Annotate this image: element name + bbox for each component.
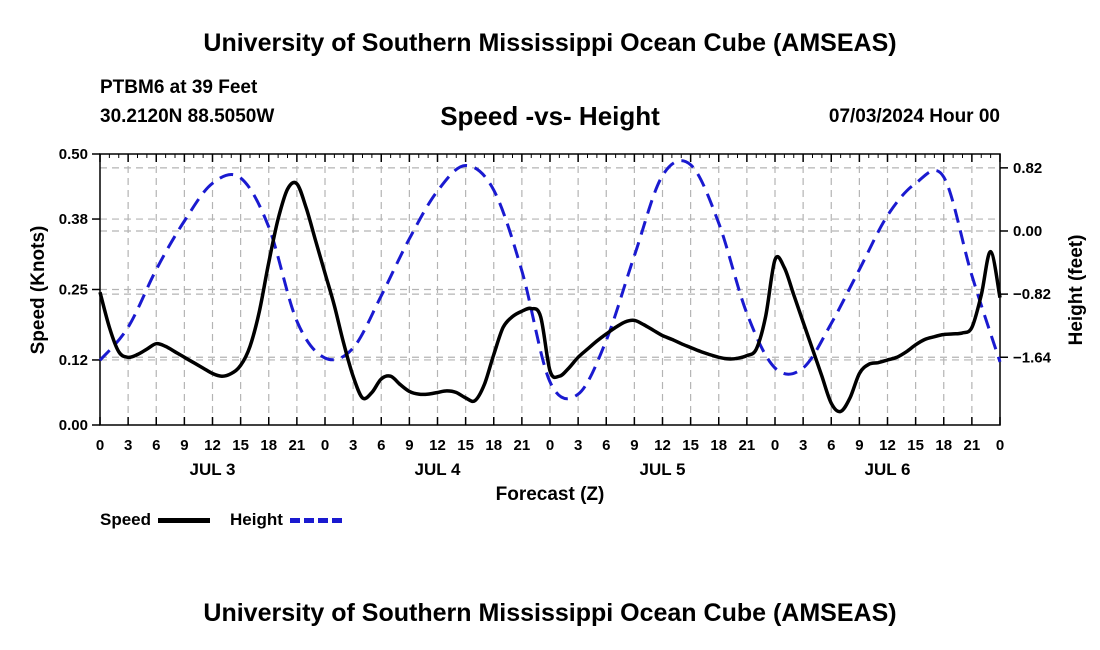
day-label: JUL 4 — [415, 460, 462, 479]
y2-tick-label: −1.64 — [1013, 349, 1052, 366]
x-tick-label: 21 — [514, 437, 531, 454]
x-tick-label: 12 — [204, 437, 221, 454]
speed-series-line — [98, 180, 1002, 414]
x-tick-label: 12 — [654, 437, 671, 454]
legend-height: Height — [230, 510, 342, 530]
x-tick-label: 18 — [485, 437, 502, 454]
station-coordinates: 30.2120N 88.5050W — [100, 106, 275, 127]
x-tick-label: 21 — [739, 437, 756, 454]
y-tick-label: 0.12 — [59, 352, 88, 369]
x-tick-label: 6 — [602, 437, 610, 454]
y-tick-label: 0.38 — [59, 211, 88, 228]
x-tick-label: 6 — [827, 437, 835, 454]
x-tick-label: 9 — [180, 437, 188, 454]
x-tick-label: 12 — [429, 437, 446, 454]
x-tick-label: 0 — [546, 437, 554, 454]
x-tick-label: 3 — [124, 437, 132, 454]
y2-tick-label: −0.82 — [1013, 286, 1051, 303]
day-label: JUL 5 — [640, 460, 686, 479]
x-tick-label: 18 — [710, 437, 727, 454]
y2-tick-label: 0.00 — [1013, 223, 1042, 240]
series-layer — [98, 159, 1002, 414]
y2-axis-label: Height (feet) — [1066, 235, 1087, 346]
y-tick-label: 0.00 — [59, 417, 88, 434]
x-tick-label: 0 — [771, 437, 779, 454]
forecast-date: 07/03/2024 Hour 00 — [828, 106, 1000, 127]
x-tick-label: 21 — [289, 437, 306, 454]
x-axis-label: Forecast (Z) — [496, 484, 605, 505]
x-tick-label: 9 — [855, 437, 863, 454]
x-tick-label: 3 — [574, 437, 582, 454]
day-label: JUL 3 — [190, 460, 236, 479]
x-tick-label: 3 — [799, 437, 807, 454]
grid-lines — [100, 154, 1000, 425]
axes: 0 3 6 9 12 15 18 21 0 3 6 9 12 15 18 21 0 3 6 9 12 15 18 21 0 3 6 9… — [59, 146, 1052, 479]
x-tick-label: 18 — [260, 437, 277, 454]
x-tick-label: 21 — [964, 437, 981, 454]
x-tick-label: 0 — [321, 437, 329, 454]
x-tick-label: 6 — [377, 437, 385, 454]
x-tick-label: 15 — [907, 437, 924, 454]
x-tick-label: 9 — [630, 437, 638, 454]
x-tick-label: 15 — [682, 437, 699, 454]
x-tick-label: 18 — [935, 437, 952, 454]
x-tick-label: 12 — [879, 437, 896, 454]
y-axis-label: Speed (Knots) — [28, 226, 49, 355]
legend-speed-swatch — [157, 518, 210, 524]
legend-height-label: Height — [230, 510, 283, 529]
x-tick-label: 0 — [96, 437, 104, 454]
station-name: PTBM6 at 39 Feet — [100, 77, 258, 98]
chart-subtitle: Speed -vs- Height — [440, 101, 660, 131]
y2-tick-label: 0.82 — [1013, 160, 1042, 177]
legend-height-swatch — [289, 518, 342, 524]
x-tick-label: 0 — [996, 437, 1004, 454]
x-tick-label: 6 — [152, 437, 160, 454]
height-series-line — [98, 159, 1002, 401]
x-tick-label: 15 — [457, 437, 474, 454]
day-label: JUL 6 — [865, 460, 911, 479]
y-tick-label: 0.50 — [59, 146, 88, 163]
legend-speed: Speed — [100, 510, 210, 530]
main-title: University of Southern Mississippi Ocean… — [203, 29, 897, 57]
chart-area: 0 3 6 9 12 15 18 21 0 3 6 9 12 15 18 21 0 3 6 9 12 15 18 21 0 3 6 9… — [28, 146, 1087, 505]
legend-speed-label: Speed — [100, 510, 152, 529]
bottom-title: University of Southern Mississippi Ocean… — [203, 599, 897, 627]
x-tick-label: 3 — [349, 437, 357, 454]
y-tick-label: 0.25 — [59, 282, 88, 299]
x-tick-label: 15 — [232, 437, 249, 454]
x-tick-label: 9 — [405, 437, 413, 454]
